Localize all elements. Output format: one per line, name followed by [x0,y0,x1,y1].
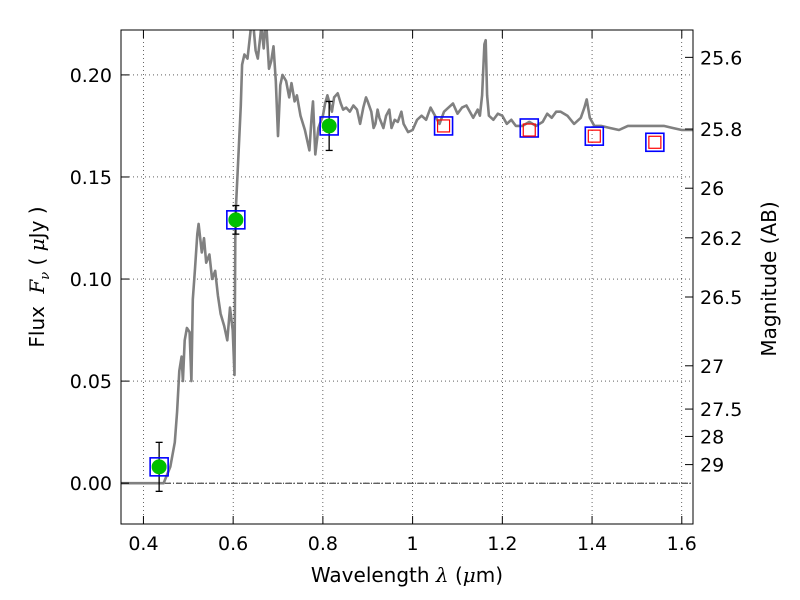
data-point-square-red [648,135,662,149]
data-point-circle [228,212,244,228]
data-point-square-blue [519,118,540,138]
data-point-square-red [436,119,451,133]
y2-tick-label: 27 [700,356,724,378]
y-tick-label: 0.05 [70,371,112,393]
model-sed-line [121,30,693,485]
x-tick-label: 1.6 [667,533,697,555]
y-axis-title: Flux Fν ( μJy ) [25,206,53,347]
y2-tick-label: 27.5 [700,399,742,421]
x-tick-label: 0.6 [218,533,248,555]
data-point-square-blue [319,116,339,136]
x-tick-label: 1.2 [487,533,517,555]
y-axis-ticks: 0.00 0.05 0.10 0.15 0.20 [70,65,129,495]
x-axis-title: Wavelength λ (μm) [311,563,503,587]
y2-tick-label: 28 [700,426,724,448]
data-point-circle [321,118,337,134]
y2-axis-ticks: 25.6 25.8 26 26.2 26.5 27 27.5 28 29 [685,47,742,477]
y2-tick-label: 26.2 [700,228,742,250]
y-tick-label: 0.10 [70,269,112,291]
y-tick-label: 0.20 [70,65,112,87]
x-tick-label: 0.8 [308,533,338,555]
data-point-square-blue [433,116,454,136]
x-tick-label: 1.4 [577,533,607,555]
data-point-square-red [587,129,601,143]
x-axis-ticks: 0.4 0.6 0.8 1 1.2 1.4 1.6 [128,30,697,555]
data-point-square-blue [645,132,665,153]
y-tick-label: 0.15 [70,167,112,189]
y2-tick-label: 26.5 [700,287,742,309]
data-point-square-blue [149,457,169,477]
data-point-square-blue [584,126,605,146]
photometry-markers [149,116,665,477]
y2-tick-label: 29 [700,455,724,477]
x-tick-label: 1 [407,533,419,555]
plot-area [121,30,693,524]
data-point-square-red [522,123,536,137]
y2-tick-label: 25.6 [700,47,742,69]
y2-axis-title: Magnitude (AB) [757,201,781,356]
y-tick-label: 0.00 [70,473,112,495]
y2-tick-label: 26 [700,178,724,200]
data-point-circle [151,459,167,475]
data-point-square-blue [226,210,246,230]
x-tick-label: 0.4 [128,533,158,555]
y2-tick-label: 25.8 [700,119,742,141]
plot-frame [120,29,694,525]
